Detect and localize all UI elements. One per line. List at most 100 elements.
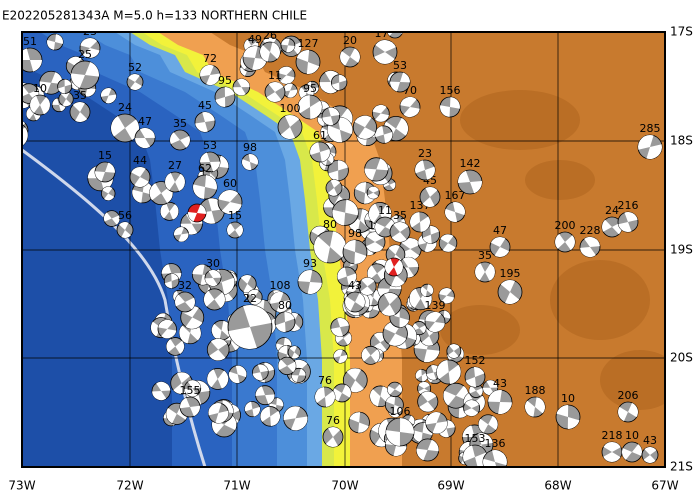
beachball-dilatation xyxy=(102,186,113,194)
beachball-dilatation xyxy=(443,390,456,406)
beachball-dilatation xyxy=(388,245,400,255)
beachball-dilatation xyxy=(175,294,185,307)
beachball-dilatation xyxy=(173,383,187,395)
beachball-dilatation xyxy=(343,333,352,345)
beachball-dilatation xyxy=(276,397,284,407)
lon-label: 69W xyxy=(437,479,464,493)
beachball-dilatation xyxy=(339,51,350,66)
beachball-dilatation xyxy=(242,159,252,170)
depth-label: 285 xyxy=(640,122,661,135)
beachball-dilatation xyxy=(104,193,115,201)
beachball-dilatation xyxy=(383,132,393,144)
lat-label: 21S xyxy=(670,460,693,474)
beachball-dilatation xyxy=(354,115,372,128)
beachball-dilatation xyxy=(328,170,339,181)
beachball-dilatation xyxy=(111,215,120,225)
depth-label: 176 xyxy=(385,9,406,22)
beachball-dilatation xyxy=(423,349,440,363)
depth-label: 61 xyxy=(313,129,327,142)
beachball-dilatation xyxy=(185,297,195,310)
beachball-dilatation xyxy=(177,372,190,384)
beachball-dilatation xyxy=(184,388,198,397)
beachball-dilatation xyxy=(333,349,343,358)
beachball-dilatation xyxy=(364,168,377,181)
beachball-dilatation xyxy=(248,289,259,297)
beachball-dilatation xyxy=(418,381,430,389)
beachball-dilatation xyxy=(370,349,380,363)
depth-label: 136 xyxy=(485,437,506,450)
beachball-dilatation xyxy=(62,98,72,107)
beachball-dilatation xyxy=(298,368,306,376)
beachball-dilatation xyxy=(403,107,420,118)
beachball-dilatation xyxy=(354,182,367,193)
beachball-dilatation xyxy=(393,445,407,457)
beachball-dilatation xyxy=(337,117,353,135)
depth-label: 98 xyxy=(243,141,257,154)
beachball-dilatation xyxy=(492,450,507,466)
beachball-dilatation xyxy=(178,233,189,242)
beachball-dilatation xyxy=(367,192,379,199)
depth-label: 43 xyxy=(643,434,657,447)
beachball-dilatation xyxy=(402,257,419,268)
beachball-dilatation xyxy=(215,97,226,107)
depth-label: 95 xyxy=(303,82,317,95)
beachball-dilatation xyxy=(287,89,298,98)
beachball-dilatation xyxy=(346,285,358,293)
beachball-dilatation xyxy=(30,60,42,72)
beachball-dilatation xyxy=(235,224,243,237)
beachball-dilatation xyxy=(248,154,259,165)
beachball-dilatation xyxy=(281,38,290,46)
beachball-dilatation xyxy=(250,296,262,305)
beachball-dilatation xyxy=(156,381,171,392)
beachball-dilatation xyxy=(425,412,441,425)
depth-label: 23 xyxy=(83,25,97,38)
depth-label: 53 xyxy=(393,59,407,72)
beachball-dilatation xyxy=(298,95,310,114)
beachball-dilatation xyxy=(285,114,300,127)
beachball-dilatation xyxy=(474,395,485,412)
depth-label: 72 xyxy=(203,52,217,65)
depth-label: 127 xyxy=(298,37,319,50)
beachball-dilatation xyxy=(450,97,460,109)
beachball-dilatation xyxy=(243,305,272,327)
highland xyxy=(440,305,520,355)
beachball-dilatation xyxy=(224,415,237,430)
depth-label: 35 xyxy=(393,209,407,222)
beachball-dilatation xyxy=(260,406,271,422)
beachball-dilatation xyxy=(298,270,313,282)
beachball-dilatation xyxy=(103,212,112,222)
beachball-dilatation xyxy=(567,417,580,429)
beachball-dilatation xyxy=(464,408,479,417)
depth-label: 80 xyxy=(323,218,337,231)
beachball-dilatation xyxy=(643,455,656,464)
beachball-dilatation xyxy=(286,45,295,53)
beachball-dilatation xyxy=(100,88,112,97)
depth-label: 178 xyxy=(375,27,396,40)
beachball-dilatation xyxy=(52,98,60,105)
beachball-dilatation xyxy=(226,223,235,236)
beachball-dilatation xyxy=(465,377,477,387)
beachball-dilatation xyxy=(505,292,520,304)
beachball-dilatation xyxy=(421,391,437,402)
depth-label: 35 xyxy=(173,117,187,130)
beachball-dilatation xyxy=(211,419,225,434)
lon-label: 72W xyxy=(116,479,143,493)
beachball-dilatation xyxy=(486,380,498,388)
beachball-dilatation xyxy=(193,184,205,199)
depth-label: 100 xyxy=(280,102,301,115)
beachball-dilatation xyxy=(488,415,498,430)
beachball-dilatation xyxy=(458,170,470,183)
depth-label: 142 xyxy=(460,157,481,170)
beachball-dilatation xyxy=(337,317,350,328)
beachball-dilatation xyxy=(307,282,322,294)
depth-label: 95 xyxy=(218,74,232,87)
beachball-dilatation xyxy=(233,87,246,96)
beachball-dilatation xyxy=(603,452,621,462)
beachball-dilatation xyxy=(243,46,258,58)
beachball-dilatation xyxy=(386,430,400,446)
beachball-dilatation xyxy=(166,339,176,353)
depth-label: 44 xyxy=(133,154,147,167)
depth-label: 200 xyxy=(555,219,576,232)
beachball-dilatation xyxy=(228,327,257,349)
beachball-dilatation xyxy=(425,187,438,197)
